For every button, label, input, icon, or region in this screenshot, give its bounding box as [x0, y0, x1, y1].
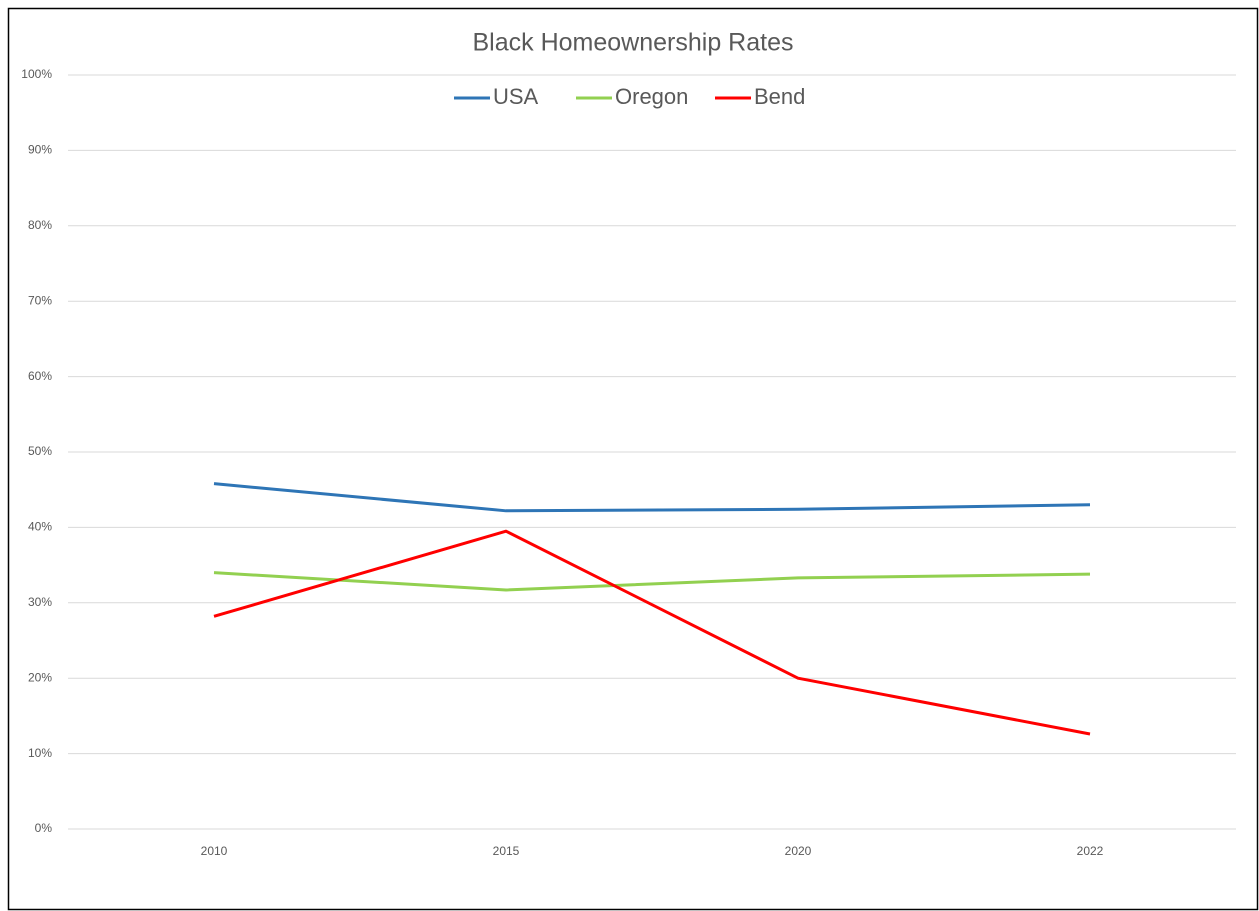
series-line	[213, 529, 1091, 736]
y-tick-label: 30%	[28, 595, 52, 609]
legend-label: Oregon	[615, 84, 688, 109]
y-tick-label: 20%	[28, 670, 52, 684]
x-tick-label: 2015	[493, 844, 520, 858]
chart-border	[7, 7, 1259, 911]
legend-label: Bend	[754, 84, 805, 109]
y-tick-label: 100%	[21, 67, 52, 81]
legend-label: USA	[493, 84, 539, 109]
y-tick-label: 90%	[28, 143, 52, 157]
y-tick-label: 40%	[28, 520, 52, 534]
x-tick-label: 2010	[201, 844, 228, 858]
y-tick-label: 0%	[35, 821, 53, 835]
x-tick-label: 2020	[785, 844, 812, 858]
x-tick-label: 2022	[1077, 844, 1104, 858]
chart-title: Black Homeownership Rates	[473, 29, 794, 57]
series-line	[213, 482, 1091, 513]
y-tick-label: 70%	[28, 293, 52, 307]
y-tick-label: 10%	[28, 746, 52, 760]
y-tick-label: 50%	[28, 444, 52, 458]
series-line	[213, 571, 1091, 592]
y-tick-label: 60%	[28, 369, 52, 383]
y-tick-label: 80%	[28, 218, 52, 232]
